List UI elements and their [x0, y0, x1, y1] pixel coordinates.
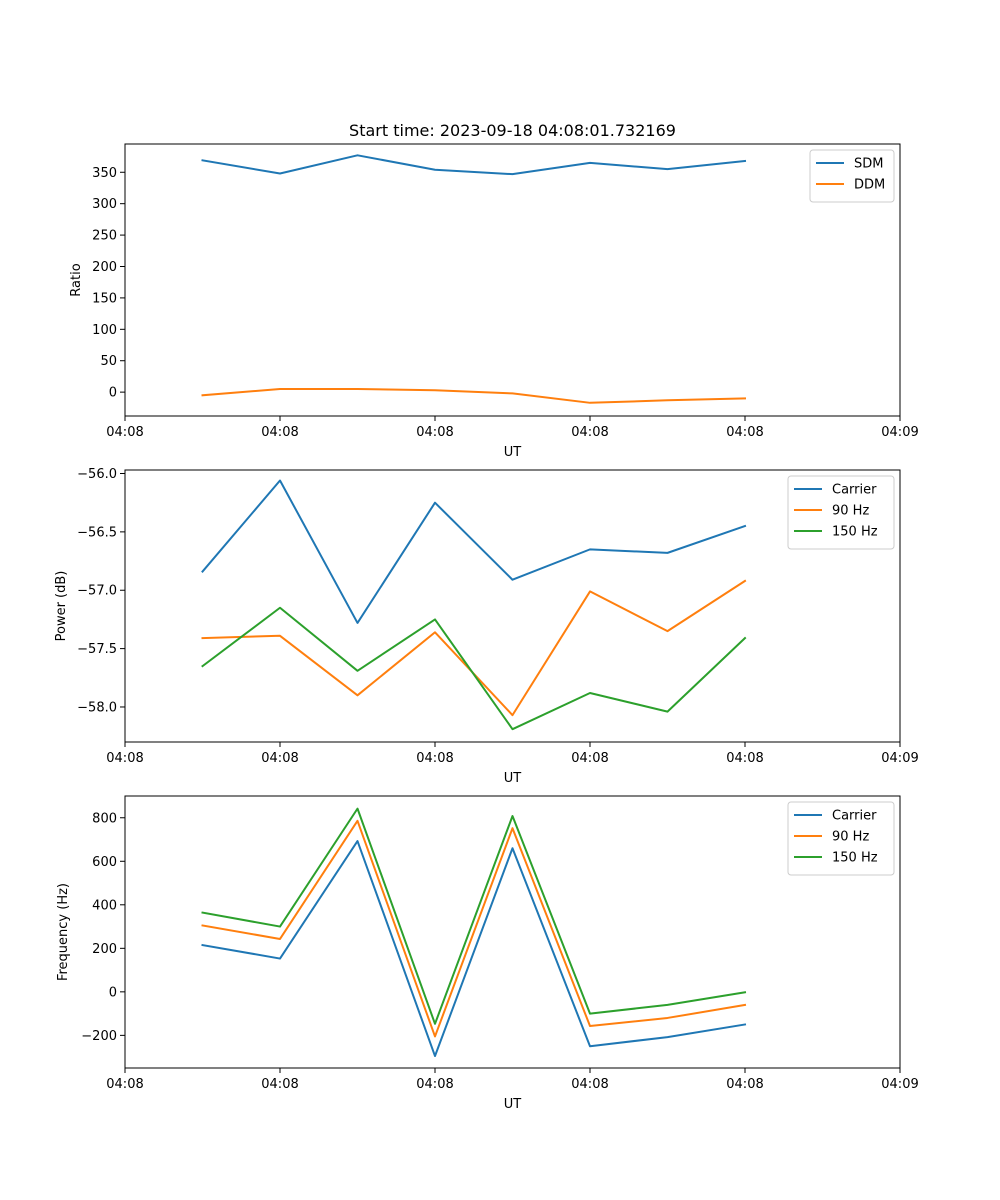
x-axis-label: UT [504, 445, 522, 460]
x-tick-label: 04:09 [881, 751, 918, 766]
x-tick-label: 04:08 [261, 751, 298, 766]
y-tick-label: 800 [92, 811, 117, 826]
y-tick-label: 400 [92, 898, 117, 913]
x-tick-label: 04:08 [726, 751, 763, 766]
y-tick-label: −56.5 [77, 525, 117, 540]
axes-frame [124, 143, 901, 417]
legend-label: 90 Hz [832, 830, 869, 845]
legend: SDM DDM [809, 149, 895, 203]
y-tick-label: 250 [92, 229, 117, 244]
x-tick-label: 04:08 [106, 425, 143, 440]
y-tick-label: −57.0 [77, 584, 117, 599]
y-tick-label: 200 [92, 260, 117, 275]
x-tick-label: 04:08 [726, 425, 763, 440]
legend-label: 150 Hz [832, 851, 878, 866]
legend-label: 150 Hz [832, 525, 878, 540]
x-tick-label: 04:09 [881, 1077, 918, 1092]
series-line-carrier [201, 840, 747, 1058]
legend: Carrier 90 Hz 150 Hz [787, 475, 895, 550]
x-tick-label: 04:08 [261, 1077, 298, 1092]
series-line-90-hz [201, 819, 747, 1038]
x-tick-label: 04:08 [416, 425, 453, 440]
axes-frame [124, 469, 901, 743]
y-axis-label: Frequency (Hz) [56, 883, 71, 981]
x-tick-label: 04:09 [881, 425, 918, 440]
y-tick-label: −58.0 [77, 700, 117, 715]
legend-label: SDM [854, 157, 883, 172]
x-tick-label: 04:08 [106, 751, 143, 766]
series-line-sdm [201, 154, 747, 176]
y-axis-label: Power (dB) [54, 571, 69, 642]
x-tick-label: 04:08 [106, 1077, 143, 1092]
y-tick-label: −56.0 [77, 467, 117, 482]
subplot-1: 0 50 100 150 200 250 300 350 04:08 04:08 04:08 04:0… [69, 143, 919, 460]
y-tick-label: −57.5 [77, 642, 117, 657]
x-tick-label: 04:08 [416, 1077, 453, 1092]
legend-label: DDM [854, 178, 885, 193]
y-tick-label: −200 [81, 1029, 117, 1044]
series-line-150-hz [201, 807, 747, 1025]
series-line-150-hz [201, 606, 747, 731]
legend-label: 90 Hz [832, 504, 869, 519]
x-axis-label: UT [504, 1097, 522, 1112]
series-line-carrier [201, 479, 747, 624]
x-tick-label: 04:08 [571, 751, 608, 766]
y-tick-label: 350 [92, 166, 117, 181]
legend: Carrier 90 Hz 150 Hz [787, 801, 895, 876]
y-tick-label: 50 [100, 354, 117, 369]
legend-label: Carrier [832, 483, 877, 498]
y-tick-label: 150 [92, 291, 117, 306]
legend-label: Carrier [832, 809, 877, 824]
y-tick-label: 0 [109, 985, 117, 1000]
y-tick-label: 200 [92, 942, 117, 957]
x-axis-label: UT [504, 771, 522, 786]
x-tick-label: 04:08 [571, 425, 608, 440]
x-tick-label: 04:08 [726, 1077, 763, 1092]
y-tick-label: 100 [92, 323, 117, 338]
subplot-3: −200 0 200 400 600 800 04:08 04:08 04:08 04:08 04:… [56, 795, 919, 1112]
plots-area: 0 50 100 150 200 250 300 350 04:08 04:08 04:08 04:0… [54, 143, 919, 1112]
y-tick-label: 0 [109, 386, 117, 401]
x-tick-label: 04:08 [416, 751, 453, 766]
y-tick-label: 300 [92, 197, 117, 212]
x-tick-label: 04:08 [261, 425, 298, 440]
series-line-ddm [201, 387, 747, 404]
subplot-2: −56.0 −56.5 −57.0 −57.5 −58.0 04:08 04:08 04:08… [54, 467, 919, 786]
y-axis-label: Ratio [69, 263, 84, 296]
y-tick-label: 600 [92, 855, 117, 870]
axes-frame [124, 795, 901, 1069]
x-tick-label: 04:08 [571, 1077, 608, 1092]
chart-title: Start time: 2023-09-18 04:08:01.732169 [349, 121, 676, 140]
